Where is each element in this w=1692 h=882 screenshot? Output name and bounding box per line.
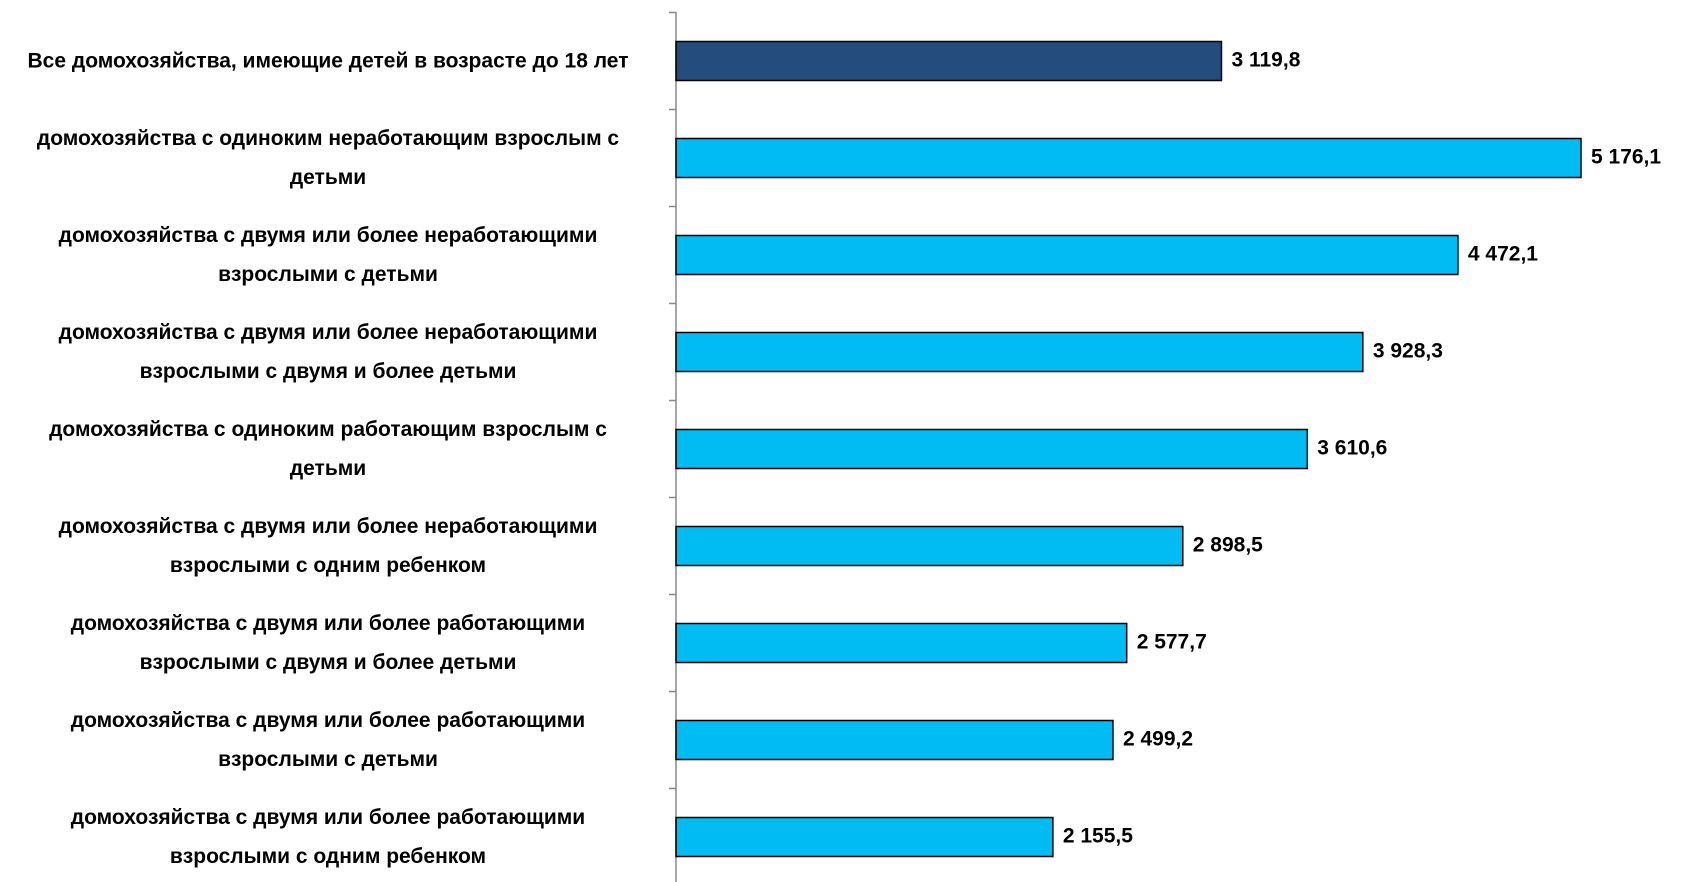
bar <box>675 428 1309 470</box>
category-label: домохозяйства с одиноким неработающим вз… <box>36 127 620 189</box>
bar <box>675 525 1184 567</box>
category-label: домохозяйства с двумя или более неработа… <box>58 515 598 577</box>
category-label: домохозяйства с двумя или более неработа… <box>58 321 598 383</box>
value-label: 3 928,3 <box>1373 340 1443 363</box>
category-label: домохозяйства с двумя или более работающ… <box>70 709 586 771</box>
bar <box>675 331 1364 373</box>
category-label: домохозяйства с одиноким работающим взро… <box>49 418 607 480</box>
value-label: 3 610,6 <box>1317 437 1387 460</box>
value-label: 2 499,2 <box>1123 728 1193 751</box>
value-label: 2 577,7 <box>1137 631 1207 654</box>
bar <box>675 622 1128 664</box>
bar <box>675 719 1114 761</box>
category-label: Все домохозяйства, имеющие детей в возра… <box>27 49 629 73</box>
value-label: 2 155,5 <box>1063 825 1133 848</box>
value-label: 2 898,5 <box>1193 534 1263 557</box>
category-label: домохозяйства с двумя или более работающ… <box>70 806 586 868</box>
category-label: домохозяйства с двумя или более неработа… <box>58 224 598 286</box>
category-label: домохозяйства с двумя или более работающ… <box>70 612 586 674</box>
value-label: 5 176,1 <box>1591 146 1661 169</box>
bar <box>675 137 1582 179</box>
value-label: 3 119,8 <box>1231 49 1300 72</box>
bar <box>675 816 1054 858</box>
bar <box>675 234 1459 276</box>
value-label: 4 472,1 <box>1468 243 1538 266</box>
bar <box>675 40 1223 82</box>
